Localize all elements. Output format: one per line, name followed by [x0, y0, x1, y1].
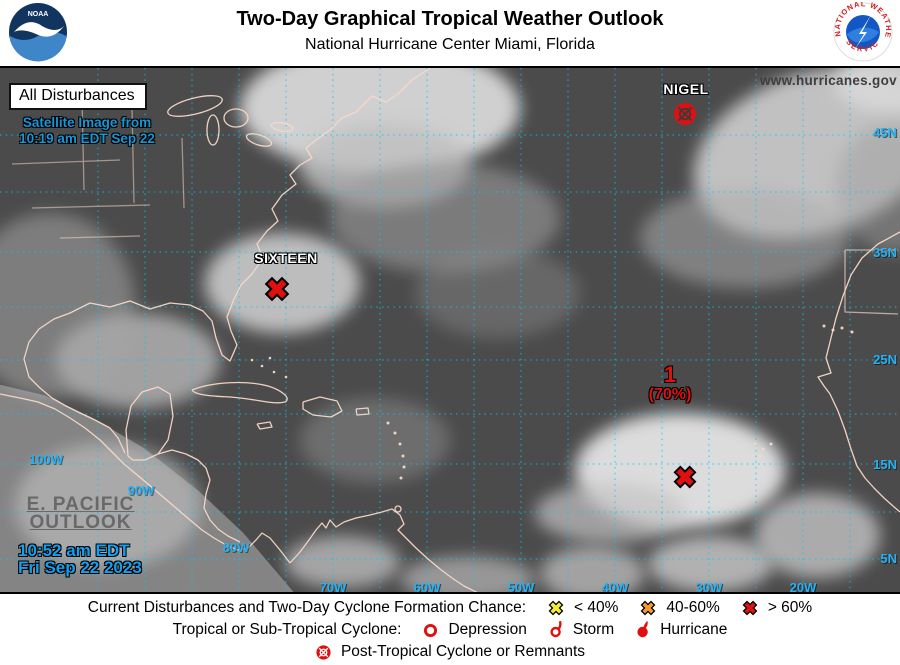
lat-label-35n: 35N [873, 245, 897, 260]
page-subtitle: National Hurricane Center Miami, Florida [305, 36, 595, 53]
lon-label-70w: 70W [319, 580, 347, 594]
lon-label-60w: 60W [413, 580, 441, 594]
depression-icon [422, 622, 439, 639]
cloud-blob [640, 188, 850, 288]
legend-lt40-label: < 40% [574, 599, 619, 616]
legend: Current Disturbances and Two-Day Cyclone… [0, 594, 900, 665]
x-lt40-icon [547, 599, 565, 617]
cloud-blob [648, 536, 773, 592]
legend-line-cyclone-types: Tropical or Sub-Tropical Cyclone: Depres… [0, 619, 900, 641]
lat-label-45n: 45N [873, 125, 897, 140]
lat-label-25n: 25N [873, 352, 897, 367]
lat-label-15n: 15N [873, 457, 897, 472]
hurricanes-gov-watermark: www.hurricanes.gov [760, 73, 897, 88]
post-tropical-icon [315, 644, 332, 661]
storm-label-nigel: NIGEL [663, 81, 709, 97]
noaa-logo-icon: NOAA [9, 3, 67, 62]
page-header: NOAA Two-Day Graphical Tropical Weather … [0, 0, 900, 66]
disturbance-x-marker-1[interactable] [671, 463, 699, 491]
cloud-blob [415, 248, 580, 338]
legend-formation-text: Current Disturbances and Two-Day Cyclone… [87, 599, 526, 616]
issued-date: Fri Sep 22 2023 [18, 558, 142, 577]
hurricane-icon [635, 620, 651, 640]
east-pacific-outlook-label[interactable]: E. PACIFIC OUTLOOK [8, 494, 153, 533]
legend-hurricane-label: Hurricane [660, 621, 728, 638]
lon-label-20w: 20W [789, 580, 817, 594]
east-pacific-outlook-line1: E. PACIFIC [26, 494, 135, 515]
cloud-blob [285, 536, 400, 588]
legend-gt60-label: > 60% [767, 599, 813, 616]
post-tropical-marker-nigel[interactable] [673, 102, 697, 126]
east-pacific-outlook-line2: OUTLOOK [29, 512, 132, 533]
lon-label-40w: 40W [601, 580, 629, 594]
lat-lon-grid [0, 68, 900, 592]
lon-label-30w: 30W [695, 580, 723, 594]
disturbance-number: 1 [663, 362, 677, 387]
mode-selector-label[interactable]: All Disturbances [9, 83, 147, 110]
legend-cyclone-text: Tropical or Sub-Tropical Cyclone: [172, 621, 402, 638]
disturbance-chance: (70%) [648, 386, 692, 403]
cloud-blob [400, 556, 535, 592]
cloud-blob [540, 546, 645, 592]
cloud-blob [535, 483, 685, 543]
storm-label-sixteen: SIXTEEN [254, 250, 318, 266]
cloud-blob [300, 398, 450, 483]
satellite-outlook-map[interactable]: All Disturbances Satellite Image from 10… [0, 66, 900, 594]
legend-line-formation-chance: Current Disturbances and Two-Day Cyclone… [0, 597, 900, 619]
lon-label-100w: 100W [29, 452, 63, 467]
legend-storm-label: Storm [572, 621, 615, 638]
legend-depression-label: Depression [448, 621, 527, 638]
svg-text:NOAA: NOAA [28, 11, 49, 18]
cloud-blob [330, 163, 560, 273]
legend-post-tropical-label: Post-Tropical Cyclone or Remnants [340, 643, 586, 660]
satellite-timestamp-line2: 10:19 am EDT Sep 22 [19, 131, 155, 146]
nws-logo-icon: NATIONAL WEATHER SERVICE [833, 2, 893, 62]
lat-label-5n: 5N [880, 551, 897, 566]
x-gt60-icon [741, 599, 759, 617]
legend-4060-label: 40-60% [666, 599, 720, 616]
page-title: Two-Day Graphical Tropical Weather Outlo… [236, 8, 664, 30]
satellite-timestamp: Satellite Image from 10:19 am EDT Sep 22 [2, 115, 172, 147]
storm-icon [548, 620, 564, 640]
satellite-timestamp-line1: Satellite Image from [22, 115, 152, 130]
x-4060-icon [639, 599, 657, 617]
island-specks [250, 324, 854, 480]
lon-label-80w: 80W [222, 540, 250, 555]
coastlines [0, 68, 900, 592]
cloud-blob [755, 493, 880, 578]
cloud-blob [0, 213, 135, 398]
issued-timestamp: 10:52 am EDT Fri Sep 22 2023 [18, 542, 142, 576]
lon-label-90w: 90W [127, 483, 155, 498]
lat-lon-grid-and-coastlines [0, 68, 900, 592]
lon-label-50w: 50W [507, 580, 535, 594]
legend-line-post-tropical: Post-Tropical Cyclone or Remnants [0, 641, 900, 663]
issued-time: 10:52 am EDT [18, 541, 130, 560]
disturbance-x-marker-sixteen[interactable] [262, 274, 292, 304]
